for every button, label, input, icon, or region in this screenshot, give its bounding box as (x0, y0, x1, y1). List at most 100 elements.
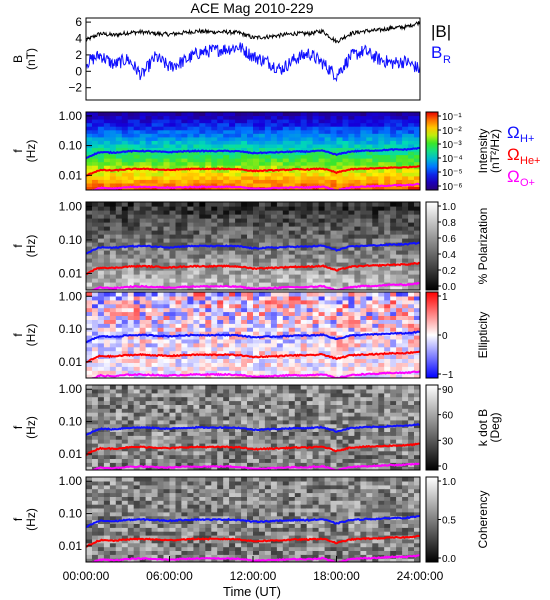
y-axis-unit: (Hz) (24, 324, 38, 347)
colorbar (425, 476, 439, 563)
colorbar-tick-label: 1 (442, 292, 448, 303)
gyrofrequency-line-he (86, 442, 420, 456)
colorbar-tick-label: 0 (442, 462, 448, 473)
x-tick-label: 12:00:00 (230, 569, 277, 583)
colorbar-tick-label: 1.0 (442, 202, 456, 213)
gyrofrequency-line-he (86, 165, 420, 177)
colorbar-label: Coherency (476, 490, 490, 548)
x-tick-label: 24:00:00 (397, 569, 444, 583)
y-tick-label: 0.01 (59, 266, 83, 280)
colorbar-tick-label: 60 (442, 411, 454, 422)
colorbar-tick-label: 10⁻³ (442, 140, 462, 151)
gyrofrequency-line-h (86, 241, 420, 255)
legend-btotal: |B| (431, 22, 451, 41)
y-tick-label: 0.10 (59, 507, 83, 521)
gyrofrequency-line-h (86, 514, 420, 529)
panel-frame (85, 111, 421, 191)
gyrofrequency-line-o (91, 281, 420, 290)
y-tick-label: 0.10 (59, 415, 83, 429)
legend-symbol-o: Ω (507, 167, 520, 186)
x-tick-label: 06:00:00 (146, 569, 193, 583)
x-axis-label: Time (UT) (223, 584, 281, 599)
y-tick-label: 2 (75, 48, 82, 62)
colorbar-tick-label: 10⁻⁵ (442, 168, 463, 179)
y-tick-label: 0.10 (59, 233, 83, 247)
panel-coherency: f (Hz) 1.00 0.10 0.01 1.0 0.5 0.0 Coherency (11, 474, 490, 565)
y-axis-unit: (Hz) (24, 140, 38, 163)
y-axis-label: f (11, 149, 25, 153)
colorbar-tick-label: 30 (442, 436, 454, 447)
gyrofrequency-line-h (86, 423, 420, 436)
y-axis-label: B (11, 55, 25, 63)
colorbar-label: Intensity (476, 129, 490, 174)
y-tick-label: −2 (68, 81, 82, 95)
gyrofrequency-line-h (86, 330, 420, 344)
y-tick-label: 1.00 (59, 289, 83, 303)
colorbar-tick-label: 0.0 (442, 554, 456, 565)
colorbar-tick-label: 0.8 (442, 218, 456, 229)
y-axis-label: f (11, 517, 25, 521)
panel-frame (85, 201, 421, 291)
y-tick-label: 0.01 (59, 355, 83, 369)
colorbar (425, 384, 439, 471)
chart-title: ACE Mag 2010-229 (191, 0, 314, 16)
colorbar-label: k dot B (476, 409, 490, 446)
colorbar-label: Ellipticity (476, 312, 490, 359)
x-axis: 00:00:00 06:00:00 12:00:00 18:00:00 24:00:00 (63, 556, 444, 583)
y-axis-unit: (nT) (24, 48, 38, 70)
y-axis-unit: (Hz) (24, 508, 38, 531)
colorbar-tick-label: 10⁻² (442, 126, 462, 137)
gyrofrequency-line-h (86, 146, 420, 160)
y-tick-label: 0.10 (59, 139, 83, 153)
colorbar-tick-label: 10⁻¹ (442, 112, 462, 123)
legend-subscript-he: He+ (520, 155, 541, 167)
colorbar-tick-label: 10⁻⁶ (442, 182, 463, 193)
series-line-btotal (86, 21, 420, 44)
colorbar-tick-label: −1 (442, 370, 454, 381)
colorbar-tick-label: 90 (442, 385, 454, 396)
gyrofrequency-line-he (86, 261, 420, 276)
y-axis-unit: (Hz) (24, 235, 38, 258)
colorbar-tick-label: 0.4 (442, 250, 456, 261)
y-tick-label: 1.00 (59, 474, 83, 488)
colorbar-tick-label: 0 (442, 331, 448, 342)
y-tick-label: 1.00 (59, 109, 83, 123)
colorbar (425, 291, 439, 379)
y-axis-label: f (11, 425, 25, 429)
y-tick-label: 1.00 (59, 199, 83, 213)
legend-subscript-h: H+ (520, 133, 534, 145)
colorbar-unit: (Deg) (488, 412, 502, 442)
gyrofrequency-line-o (90, 370, 420, 378)
gyrofrequency-line-he (86, 350, 420, 364)
panel-kdotb: f (Hz) 1.00 0.10 0.01 90 60 30 0 k dot B(Deg) (11, 382, 502, 473)
colorbar-tick-label: 1.0 (442, 477, 456, 488)
y-tick-label: 0 (75, 64, 82, 78)
y-axis-label: f (11, 333, 25, 337)
y-tick-label: 0.10 (59, 322, 83, 336)
legend-subscript-o: O+ (520, 177, 535, 189)
series-line-br (86, 42, 420, 83)
legend-br: B (431, 43, 442, 62)
panel-frame (85, 291, 421, 379)
y-tick-label: 1.00 (59, 382, 83, 396)
panel-frame (85, 17, 421, 101)
colorbar-label: % Polarization (476, 208, 490, 285)
colorbar-tick-label: 0.2 (442, 266, 456, 277)
panel-intensity: f (Hz) 1.00 0.10 0.01 10⁻¹ 10⁻² 10⁻³ 10⁻⁴ 10⁻⁵ 10⁻… (11, 109, 541, 193)
y-tick-label: 6 (75, 15, 82, 29)
panel-ellipticity: f (Hz) 1.00 0.10 0.01 1 0 −1 Ellipticity (11, 289, 490, 381)
y-tick-label: 4 (75, 32, 82, 46)
y-tick-label: 0.01 (59, 447, 83, 461)
y-tick-label: 0.01 (59, 168, 83, 182)
gyrofrequency-line-o (91, 462, 420, 470)
x-tick-label: 18:00:00 (313, 569, 360, 583)
colorbar-tick-label: 0.0 (442, 282, 456, 293)
y-axis-label: f (11, 244, 25, 248)
x-tick-label: 00:00:00 (63, 569, 110, 583)
panel-polarization: f (Hz) 1.00 0.10 0.01 1.0 0.8 0.6 0.4 0.2 0.0 % Pol… (11, 199, 490, 293)
y-axis-unit: (Hz) (24, 416, 38, 439)
gyrofrequency-line-he (86, 534, 420, 548)
